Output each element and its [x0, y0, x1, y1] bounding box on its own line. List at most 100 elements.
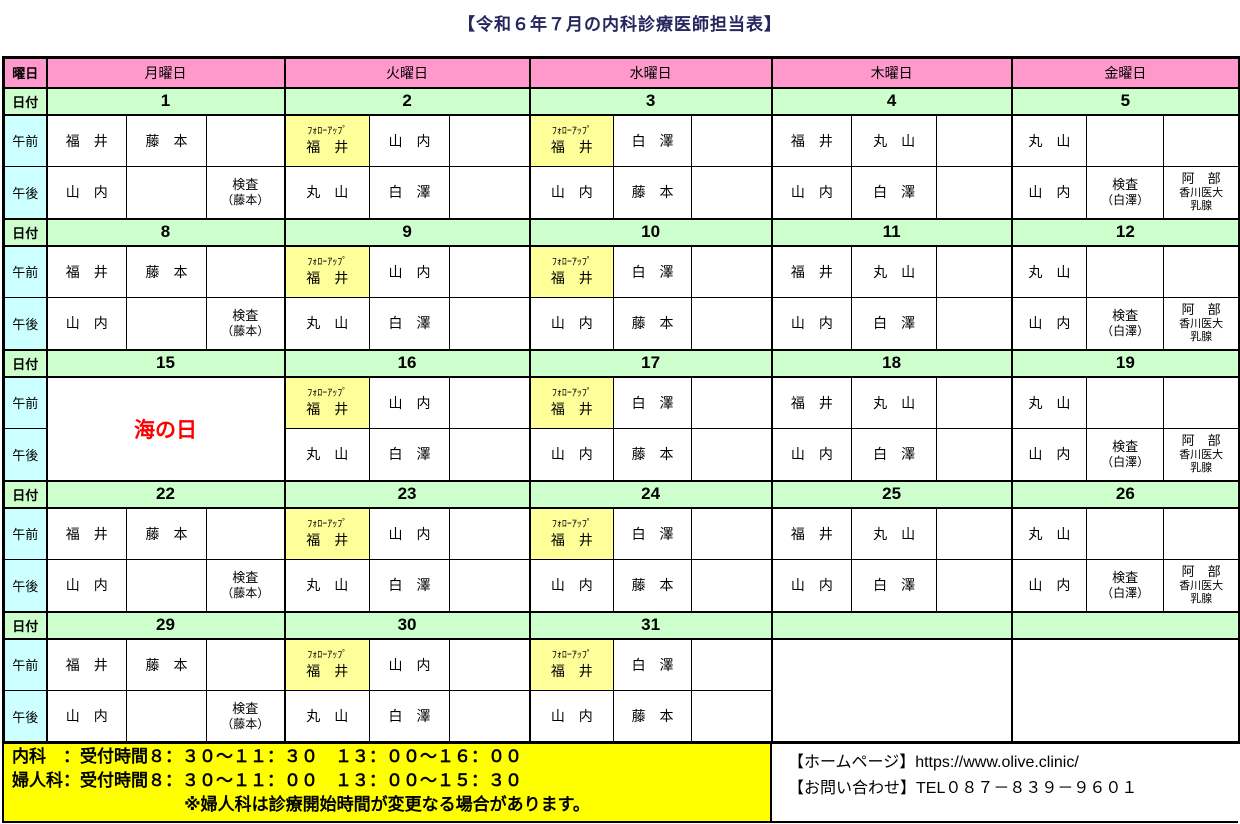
doctor-cell: 検査 （白澤）: [1086, 428, 1165, 481]
doctor-cell: [449, 507, 531, 560]
doctor-cell: 丸 山: [283, 297, 371, 350]
date-cell: 22: [45, 479, 286, 509]
doctor-cell: 丸 山: [851, 376, 938, 429]
date-row: 日付 15 16 17 18 19: [3, 348, 1240, 378]
doctor-cell: 山 内: [45, 559, 127, 612]
doctor-cell: [691, 297, 773, 350]
doctor-cell: 山 内: [770, 428, 853, 481]
pm-row: 午後山 内検査 （藤本）丸 山白 澤山 内藤 本山 内白 澤山 内検査 （白澤）阿 …: [3, 559, 1240, 612]
doctor-cell: 丸 山: [283, 690, 371, 743]
doctor-cell: ﾌｫﾛｰｱｯﾌﾟ福 井: [528, 638, 615, 691]
doctor-cell: [691, 376, 773, 429]
doctor-cell: [126, 559, 207, 612]
doctor-cell: [205, 638, 286, 691]
doctor-cell: [205, 114, 286, 167]
date-cell: 1: [45, 86, 286, 116]
doctor-cell: 山 内: [528, 428, 615, 481]
am-label: 午前: [3, 376, 48, 429]
date-label: 日付: [3, 348, 48, 378]
doctor-cell: 山 内: [770, 297, 853, 350]
hours-note: ※婦人科は診療開始時間が変更なる場合があります。: [184, 795, 590, 815]
doctor-cell: [936, 507, 1013, 560]
doctor-cell: [126, 166, 207, 219]
date-cell: 9: [283, 217, 531, 247]
date-row: 日付 8 9 10 11 12: [3, 217, 1240, 247]
doctor-cell: 藤 本: [613, 690, 693, 743]
doctor-cell: [691, 245, 773, 298]
doctor-cell: [1163, 376, 1240, 429]
date-cell: 30: [283, 610, 531, 640]
doctor-cell: 白 澤: [613, 376, 693, 429]
doctor-cell: 山 内: [369, 507, 451, 560]
doctor-cell: 山 内: [528, 166, 615, 219]
doctor-cell: 山 内: [369, 245, 451, 298]
doctor-cell: 検査 （白澤）: [1086, 559, 1165, 612]
date-cell: 18: [770, 348, 1013, 378]
am-row: 午前福 井藤 本ﾌｫﾛｰｱｯﾌﾟ福 井山 内ﾌｫﾛｰｱｯﾌﾟ福 井白 澤福 井丸…: [3, 507, 1240, 560]
date-cell: 10: [528, 217, 773, 247]
pm-row: 午後山 内検査 （藤本）丸 山白 澤山 内藤 本山 内白 澤山 内検査 （白澤）阿 …: [3, 166, 1240, 219]
weekday-corner-label: 曜日: [3, 57, 48, 89]
doctor-cell: [936, 297, 1013, 350]
doctor-cell: 丸 山: [1010, 376, 1088, 429]
doctor-cell: 山 内: [369, 638, 451, 691]
doctor-cell: 福 井: [770, 507, 853, 560]
doctor-cell: [691, 638, 773, 691]
doctor-cell: 白 澤: [369, 166, 451, 219]
doctor-cell: 白 澤: [369, 428, 451, 481]
doctor-cell: ﾌｫﾛｰｱｯﾌﾟ福 井: [528, 507, 615, 560]
doctor-cell: [126, 297, 207, 350]
doctor-cell: 山 内: [1010, 297, 1088, 350]
doctor-cell: 検査 （白澤）: [1086, 166, 1165, 219]
doctor-cell: 阿 部香川医大 乳腺: [1163, 559, 1240, 612]
doctor-cell: [691, 507, 773, 560]
date-row: 日付 22 23 24 25 26: [3, 479, 1240, 509]
empty-day-cell: [1010, 638, 1240, 743]
doctor-cell: ﾌｫﾛｰｱｯﾌﾟ福 井: [528, 245, 615, 298]
pm-label: 午後: [3, 297, 48, 350]
reception-hours-box: 内科 ：受付時間８：３０～１１：３０ １３：００～１６：００ 婦人科：受付時間８…: [2, 744, 772, 823]
pm-label: 午後: [3, 166, 48, 219]
doctor-cell: 検査 （藤本）: [205, 166, 286, 219]
doctor-cell: [1163, 114, 1240, 167]
doctor-cell: [691, 166, 773, 219]
doctor-cell: 藤 本: [126, 507, 207, 560]
date-cell: 26: [1010, 479, 1240, 509]
date-cell: 8: [45, 217, 286, 247]
doctor-cell: 丸 山: [1010, 245, 1088, 298]
doctor-cell: 藤 本: [613, 166, 693, 219]
date-cell: 24: [528, 479, 773, 509]
am-row: 午前福 井藤 本ﾌｫﾛｰｱｯﾌﾟ福 井山 内ﾌｫﾛｰｱｯﾌﾟ福 井白 澤福 井丸…: [3, 114, 1240, 167]
pm-row: 午後山 内検査 （藤本）丸 山白 澤山 内藤 本山 内白 澤山 内検査 （白澤）阿 …: [3, 297, 1240, 350]
doctor-cell: [1163, 507, 1240, 560]
doctor-cell: [449, 638, 531, 691]
doctor-cell: 山 内: [45, 297, 127, 350]
doctor-cell: 白 澤: [369, 297, 451, 350]
doctor-cell: [1163, 245, 1240, 298]
doctor-cell: 山 内: [528, 297, 615, 350]
weekday-header-monday: 月曜日: [45, 57, 286, 89]
date-label: 日付: [3, 479, 48, 509]
weekday-header-row: 曜日 月曜日 火曜日 水曜日 木曜日 金曜日: [3, 57, 1240, 89]
doctor-cell: [126, 690, 207, 743]
am-label: 午前: [3, 245, 48, 298]
pm-row: 午後丸 山白 澤山 内藤 本山 内白 澤山 内検査 （白澤）阿 部香川医大 乳腺: [3, 428, 1240, 481]
doctor-cell: [449, 428, 531, 481]
date-cell: 17: [528, 348, 773, 378]
doctor-cell: 検査 （藤本）: [205, 297, 286, 350]
doctor-cell: 検査 （藤本）: [205, 690, 286, 743]
doctor-cell: 検査 （白澤）: [1086, 297, 1165, 350]
date-cell: 16: [283, 348, 531, 378]
date-label: 日付: [3, 610, 48, 640]
doctor-cell: [936, 428, 1013, 481]
doctor-cell: 福 井: [770, 245, 853, 298]
doctor-cell: 福 井: [45, 114, 127, 167]
doctor-cell: 山 内: [1010, 166, 1088, 219]
doctor-cell: [449, 245, 531, 298]
doctor-cell: 丸 山: [283, 559, 371, 612]
doctor-cell: [691, 428, 773, 481]
date-cell: 2: [283, 86, 531, 116]
doctor-cell: 山 内: [770, 166, 853, 219]
doctor-cell: ﾌｫﾛｰｱｯﾌﾟ福 井: [283, 638, 371, 691]
